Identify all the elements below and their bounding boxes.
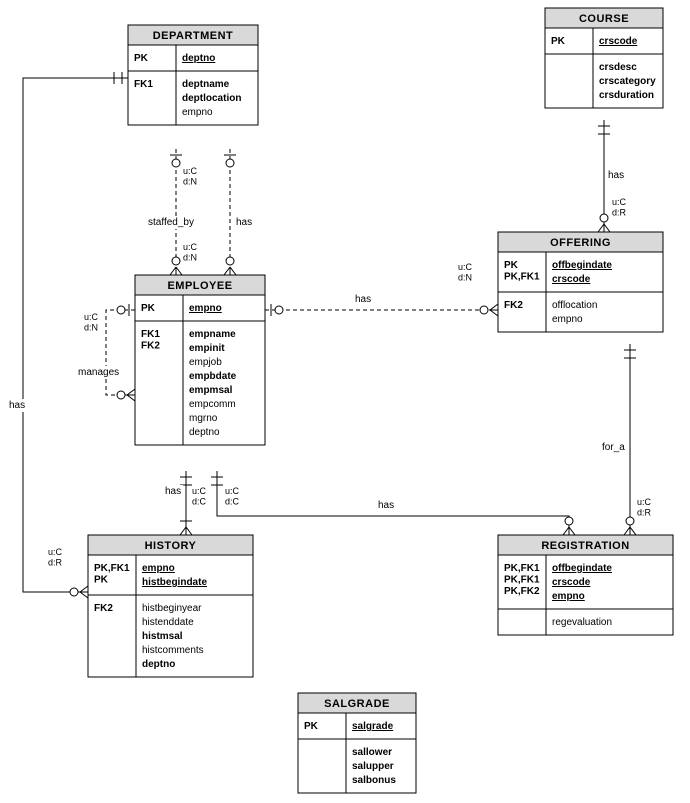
svg-text:u:Cd:N: u:Cd:N — [458, 262, 473, 282]
relationship-off-reg-for: for_a u:Cd:R — [600, 344, 652, 535]
svg-text:empinit: empinit — [189, 343, 225, 354]
relationship-emp-reg-has: has u:Cd:C — [211, 471, 575, 535]
svg-text:crscode: crscode — [552, 274, 591, 285]
svg-text:FK2: FK2 — [94, 603, 113, 614]
svg-text:PK: PK — [551, 36, 566, 47]
svg-text:empno: empno — [552, 591, 585, 602]
svg-text:has: has — [9, 400, 25, 411]
svg-text:offbegindate: offbegindate — [552, 563, 612, 574]
svg-text:u:Cd:C: u:Cd:C — [192, 486, 207, 506]
entity-registration: REGISTRATIONPK,FK1PK,FK1PK,FK2 offbeginda… — [498, 535, 673, 635]
endpoint — [170, 257, 182, 275]
svg-text:for_a: for_a — [602, 442, 625, 453]
svg-text:empno: empno — [189, 303, 222, 314]
svg-text:manages: manages — [78, 367, 119, 378]
svg-text:salgrade: salgrade — [352, 721, 394, 732]
svg-text:empcomm: empcomm — [189, 399, 236, 410]
svg-text:PK: PK — [141, 303, 156, 314]
svg-text:has: has — [236, 217, 252, 228]
svg-text:histmsal: histmsal — [142, 631, 183, 642]
relationship-emp-self-manages: manages u:Cd:N — [76, 304, 135, 401]
svg-text:deptno: deptno — [182, 53, 215, 64]
entity-employee: EMPLOYEE PK empno FK1FK2 empname empinit empjo… — [135, 275, 265, 445]
svg-text:deptno: deptno — [189, 427, 220, 438]
svg-text:FK1FK2: FK1FK2 — [141, 329, 160, 352]
svg-text:empno: empno — [552, 314, 583, 325]
svg-text:OFFERING: OFFERING — [550, 237, 611, 249]
relationship-dept-hist-has: has u:Cd:R — [7, 72, 128, 598]
svg-text:crscategory: crscategory — [599, 76, 656, 87]
svg-text:offbegindate: offbegindate — [552, 260, 612, 271]
entity-offering: OFFERINGPKPK,FK1offbegindatecrscodeFK2of… — [498, 232, 663, 332]
svg-text:COURSE: COURSE — [579, 13, 629, 25]
svg-text:histbegindate: histbegindate — [142, 577, 207, 588]
svg-text:has: has — [378, 500, 394, 511]
entity-history: HISTORYPK,FK1PKempnohistbegindateFK2hist… — [88, 535, 253, 677]
svg-text:histcomments: histcomments — [142, 645, 204, 656]
svg-text:HISTORY: HISTORY — [145, 540, 197, 552]
svg-text:empbdate: empbdate — [189, 371, 237, 382]
svg-text:empno: empno — [142, 563, 175, 574]
svg-text:PK: PK — [134, 53, 149, 64]
svg-text:histenddate: histenddate — [142, 617, 194, 628]
entity-course: COURSE PK crscode crsdesc crscategory crsdura… — [545, 8, 663, 108]
svg-text:deptno: deptno — [142, 659, 175, 670]
svg-text:empmsal: empmsal — [189, 385, 233, 396]
relationships-layer: staffed_byu:Cd:Nu:Cd:Nhasmanagesu:Cd:Nha… — [7, 72, 652, 598]
svg-text:PK: PK — [304, 721, 319, 732]
svg-text:SALGRADE: SALGRADE — [324, 698, 390, 710]
svg-text:empjob: empjob — [189, 357, 222, 368]
svg-text:histbeginyear: histbeginyear — [142, 603, 202, 614]
svg-text:staffed_by: staffed_by — [148, 217, 194, 228]
relationship-emp-hist-has: has u:Cd:C — [163, 471, 207, 535]
svg-text:REGISTRATION: REGISTRATION — [541, 540, 629, 552]
svg-text:u:Cd:R: u:Cd:R — [637, 497, 652, 517]
svg-text:u:Cd:N: u:Cd:N — [183, 242, 198, 262]
svg-text:u:Cd:R: u:Cd:R — [612, 197, 627, 217]
relationship-dept-emp-staffed: staffed_by u:Cd:N u:Cd:N — [146, 149, 198, 275]
svg-text:has: has — [608, 170, 624, 181]
svg-text:has: has — [165, 486, 181, 497]
svg-text:deptlocation: deptlocation — [182, 93, 241, 104]
svg-text:EMPLOYEE: EMPLOYEE — [167, 280, 232, 292]
svg-text:deptname: deptname — [182, 79, 230, 90]
svg-text:salupper: salupper — [352, 761, 394, 772]
svg-text:PK,FK1PK,FK1PK,FK2: PK,FK1PK,FK1PK,FK2 — [504, 563, 540, 597]
svg-text:crscode: crscode — [599, 36, 638, 47]
relationship-emp-off-has: has u:Cd:N — [265, 262, 498, 316]
svg-text:u:Cd:N: u:Cd:N — [84, 312, 99, 332]
svg-text:u:Cd:R: u:Cd:R — [48, 547, 63, 567]
er-diagram: staffed_byu:Cd:Nu:Cd:Nhasmanagesu:Cd:Nha… — [0, 0, 690, 803]
endpoint — [224, 257, 236, 275]
svg-text:offlocation: offlocation — [552, 300, 597, 311]
svg-text:empno: empno — [182, 107, 213, 118]
svg-text:crsdesc: crsdesc — [599, 62, 637, 73]
svg-text:u:Cd:N: u:Cd:N — [183, 166, 198, 186]
svg-text:crsduration: crsduration — [599, 90, 654, 101]
relationship-crs-off-has: has u:Cd:R — [598, 120, 627, 232]
svg-text:u:Cd:C: u:Cd:C — [225, 486, 240, 506]
svg-text:crscode: crscode — [552, 577, 591, 588]
relationship-dept-emp-has: has — [224, 149, 254, 275]
svg-text:regevaluation: regevaluation — [552, 617, 612, 628]
svg-text:has: has — [355, 294, 371, 305]
svg-text:empname: empname — [189, 329, 236, 340]
svg-text:DEPARTMENT: DEPARTMENT — [153, 30, 234, 42]
entity-salgrade: SALGRADE PK salgrade sallower salupper salbon… — [298, 693, 416, 793]
svg-text:salbonus: salbonus — [352, 775, 396, 786]
entity-department: DEPARTMENT PK deptno FK1 deptname deptlocatio… — [128, 25, 258, 125]
svg-text:FK1: FK1 — [134, 79, 153, 90]
svg-text:FK2: FK2 — [504, 300, 523, 311]
svg-text:mgrno: mgrno — [189, 413, 218, 424]
svg-text:sallower: sallower — [352, 747, 392, 758]
